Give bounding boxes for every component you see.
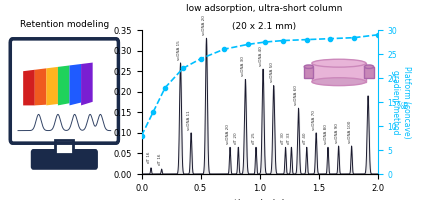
Text: scDNA 11: scDNA 11 bbox=[187, 110, 191, 130]
Text: dT 25: dT 25 bbox=[252, 132, 256, 144]
Bar bbox=[312, 63, 366, 82]
Bar bbox=[364, 67, 374, 78]
Y-axis label: Platform (concave)
gradient method: Platform (concave) gradient method bbox=[392, 66, 411, 138]
Ellipse shape bbox=[312, 78, 366, 86]
Ellipse shape bbox=[304, 65, 314, 68]
Text: scDNA 30: scDNA 30 bbox=[242, 57, 245, 76]
Ellipse shape bbox=[312, 59, 366, 67]
Text: low adsorption, ultra-short column: low adsorption, ultra-short column bbox=[186, 4, 342, 13]
Text: dT 30: dT 30 bbox=[281, 132, 286, 144]
Text: scDNA 50: scDNA 50 bbox=[270, 62, 274, 82]
Text: %B: %B bbox=[396, 102, 409, 111]
Text: dT 40: dT 40 bbox=[303, 132, 307, 144]
Polygon shape bbox=[58, 65, 69, 105]
FancyBboxPatch shape bbox=[32, 150, 97, 168]
Ellipse shape bbox=[364, 65, 374, 68]
Polygon shape bbox=[23, 70, 35, 105]
Text: dT 16: dT 16 bbox=[147, 151, 151, 163]
Text: dT 33: dT 33 bbox=[287, 132, 291, 144]
Text: scDNA 100: scDNA 100 bbox=[347, 120, 352, 143]
Text: Retention modeling: Retention modeling bbox=[20, 20, 109, 29]
Polygon shape bbox=[55, 140, 73, 154]
Text: scDNA 40: scDNA 40 bbox=[259, 46, 263, 66]
Text: scDNA 80: scDNA 80 bbox=[324, 124, 328, 144]
Text: (20 x 2.1 mm): (20 x 2.1 mm) bbox=[232, 22, 296, 31]
Polygon shape bbox=[81, 63, 93, 105]
Bar bbox=[304, 67, 314, 78]
FancyBboxPatch shape bbox=[10, 39, 118, 143]
Text: dT 20: dT 20 bbox=[234, 132, 239, 144]
Text: scDNA 60: scDNA 60 bbox=[294, 85, 299, 105]
Polygon shape bbox=[35, 68, 46, 105]
Polygon shape bbox=[69, 64, 81, 105]
Polygon shape bbox=[46, 67, 58, 105]
Text: scDNA 15: scDNA 15 bbox=[176, 40, 181, 60]
Text: scDNA 20: scDNA 20 bbox=[226, 124, 230, 144]
Text: scDNA 70: scDNA 70 bbox=[312, 110, 316, 130]
Text: scDNA 90: scDNA 90 bbox=[335, 123, 338, 143]
Text: scDNA 20: scDNA 20 bbox=[202, 15, 206, 35]
Text: dT 16: dT 16 bbox=[157, 153, 162, 165]
X-axis label: time (min): time (min) bbox=[234, 198, 285, 200]
